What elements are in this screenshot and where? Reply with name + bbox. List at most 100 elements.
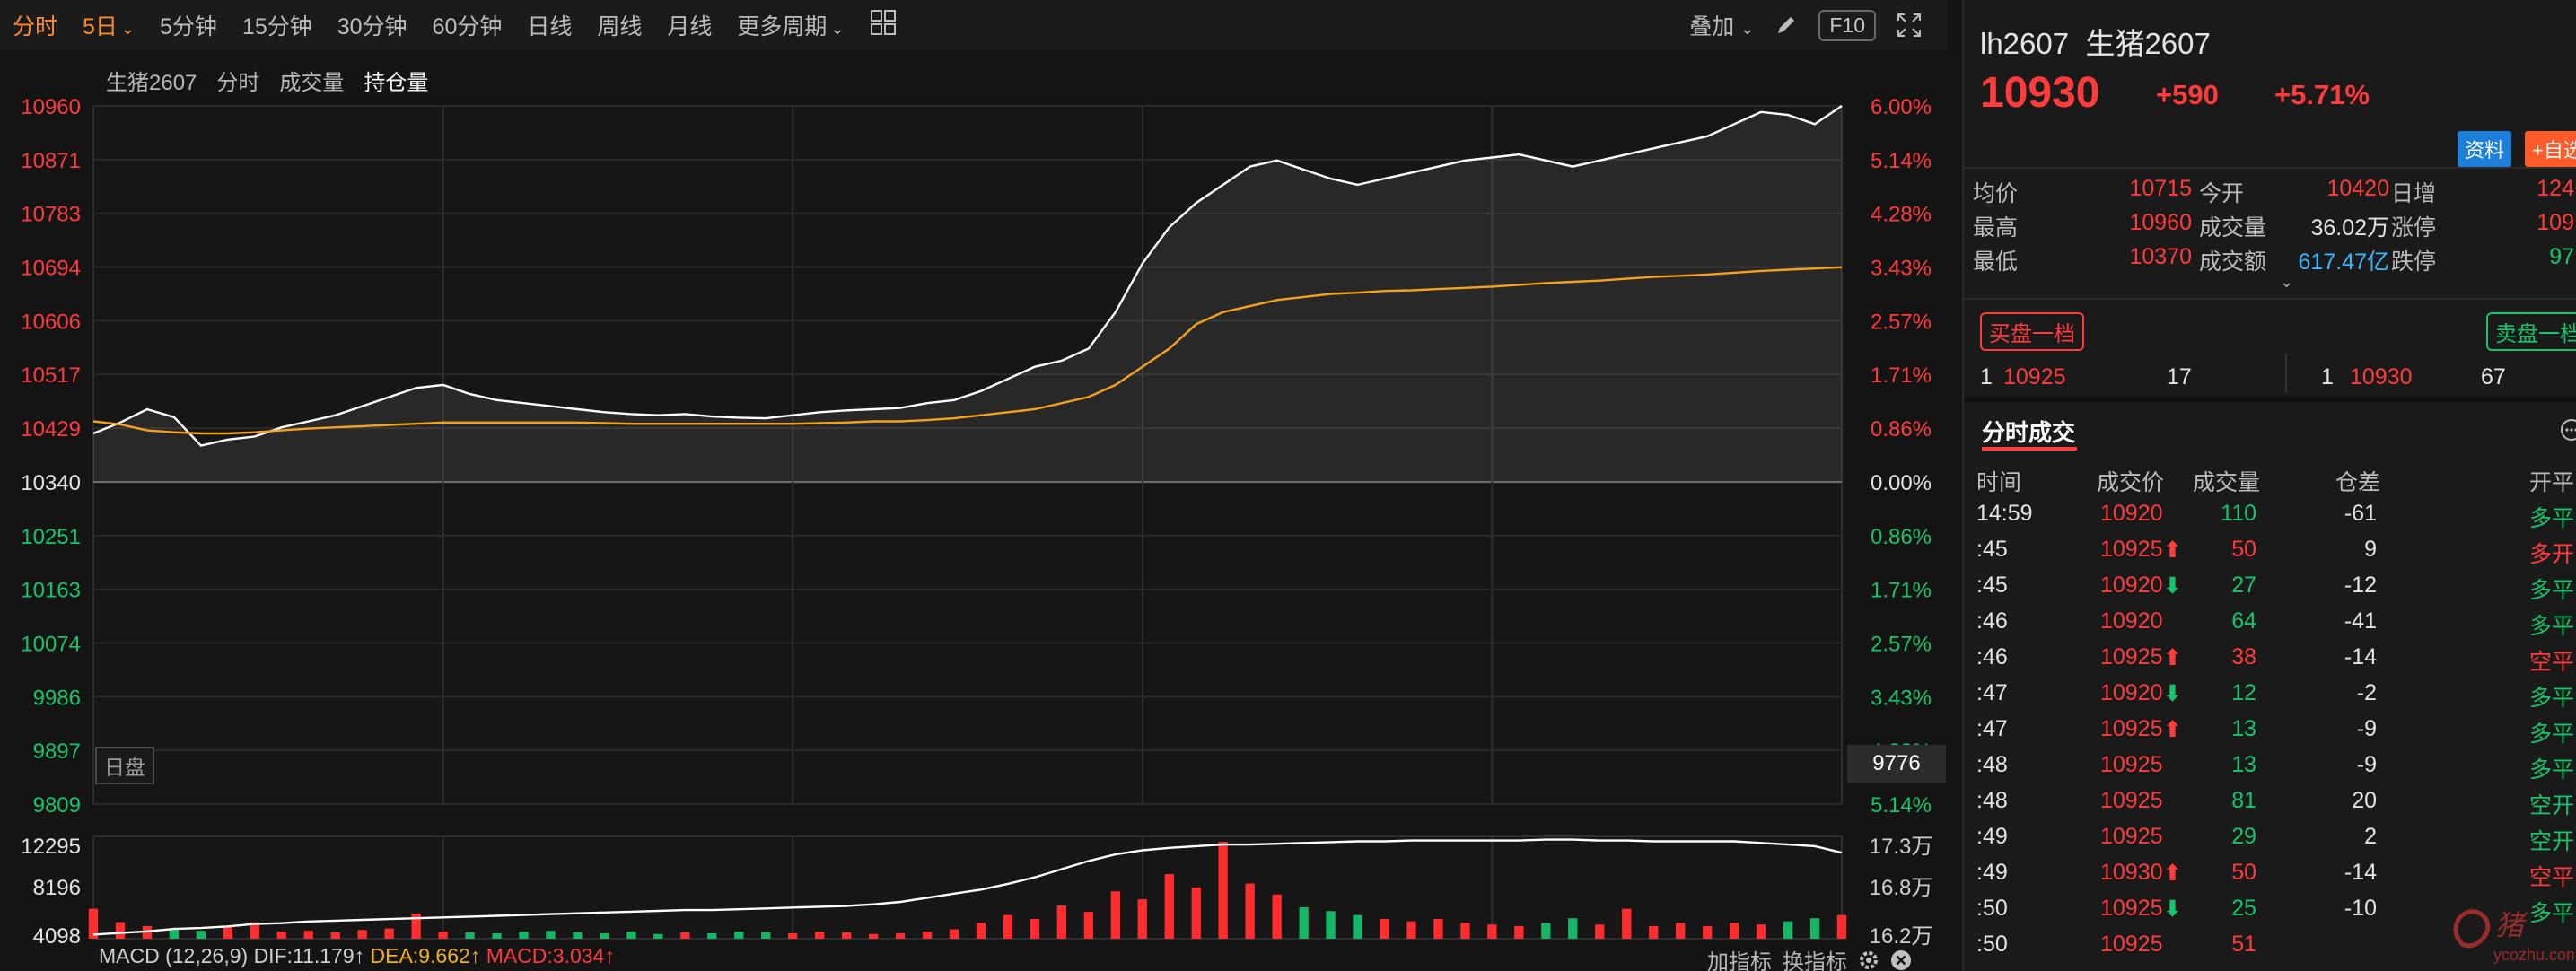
period-tab[interactable]: 30分钟 (325, 9, 420, 41)
period-tab-label: 日线 (527, 14, 573, 39)
ticks-column-header: 开平 (2529, 470, 2575, 495)
chart-area[interactable]: 生猪2607 分时 成交量 持仓量 10960 6.00% 10871 5.14% 10783… (0, 50, 1948, 971)
tick-time: :48 (1976, 788, 2008, 813)
volume-bar (868, 933, 879, 939)
gear-icon[interactable] (1858, 949, 1879, 971)
volume-axis-label: 8196 (33, 876, 81, 900)
period-tab-label: 60分钟 (432, 14, 503, 39)
bid-level-label: 买盘一档 (1980, 312, 2084, 351)
tick-volume: 50 (2231, 537, 2256, 562)
current-price-tag: 9776 (1847, 745, 1946, 783)
price-axis-label: 10694 (21, 257, 81, 281)
stat-label: 跌停 (2391, 249, 2437, 275)
intraday-chart[interactable]: 10960 6.00% 10871 5.14% 10783 4.28% 10694 3.43%… (0, 50, 1948, 971)
tick-price: 10925 (2100, 932, 2163, 957)
period-tab[interactable]: 月线 (654, 9, 724, 41)
volume-bar (573, 932, 583, 939)
macd-readout: MACD (12,26,9) DIF:11.179↑ DEA:9.662↑ MA… (99, 944, 615, 967)
tick-oi-change: -10 (2344, 896, 2377, 921)
quote-stats: 均价 10715 今开 10420 日增 124 最高 10960 成交量 36.02万 涨停 109… (1964, 167, 2576, 275)
volume-bar (1245, 883, 1255, 939)
volume-bar (895, 932, 906, 939)
legend-item[interactable]: 成交量 (279, 71, 345, 95)
period-tab-label: 5分钟 (160, 14, 217, 39)
ask-price: 10930 (2350, 364, 2413, 389)
switch-indicator-button[interactable]: 换指标 (1783, 950, 1847, 971)
stat-value: 10370 (2129, 244, 2192, 269)
volume-bar (1326, 911, 1336, 939)
tick-time: :49 (1976, 824, 2008, 849)
volume-bar (788, 932, 798, 939)
arrow-down-icon: ⬇ (2163, 897, 2182, 922)
tick-row: 14:59 10920 110 -61 多平 (1964, 495, 2576, 531)
volume-bar (169, 929, 179, 939)
price-axis-label: 10251 (21, 525, 81, 549)
tick-row: :49 10925 29 2 空开 (1964, 818, 2576, 854)
pencil-icon[interactable] (1774, 13, 1799, 38)
price-axis-label: 10429 (21, 417, 81, 442)
price-axis-label: 10163 (21, 579, 81, 603)
quote-panel: lh2607 生猪2607 10930 +590 +5.71% 资料 +自选 均… (1962, 0, 2576, 971)
open-interest-line (92, 838, 1843, 936)
period-tab[interactable]: 15分钟 (230, 9, 325, 41)
pct-axis-label: 3.43% (1871, 686, 1932, 710)
order-book: 买盘一档 卖盘一档 1 10925 17 1 10930 67 (1964, 298, 2576, 397)
tick-volume: 13 (2231, 752, 2256, 777)
period-tab[interactable]: 60分钟 (420, 9, 515, 41)
tick-oi-change: -61 (2344, 501, 2377, 526)
chart-legend: 生猪2607 分时 成交量 持仓量 (106, 65, 428, 96)
legend-item[interactable]: 分时 (216, 71, 260, 95)
legend-item[interactable]: 生猪2607 (106, 71, 197, 95)
tick-price: 10925 (2100, 537, 2163, 562)
expand-chevron-icon[interactable]: ⌄ (2280, 273, 2294, 291)
tick-row: :49 10930 ⬆ 50 -14 空平 (1964, 854, 2576, 890)
volume-bar (842, 932, 852, 939)
order-book-divider (2285, 354, 2287, 393)
arrow-up-icon: ⬆ (2163, 538, 2182, 563)
expand-icon[interactable] (1896, 12, 1923, 39)
oi-axis-label: 16.2万 (1870, 924, 1933, 949)
period-tab[interactable]: 分时 (0, 9, 70, 41)
grid-icon[interactable] (857, 9, 909, 42)
tick-oi-change: -9 (2356, 752, 2377, 777)
overlay-dropdown[interactable]: 叠加 ⌄ (1689, 9, 1754, 41)
tick-price: 10920 (2100, 608, 2163, 634)
volume-bar (196, 931, 206, 939)
contract-name: 生猪2607 (2085, 27, 2211, 60)
tick-type: 空开 (2529, 829, 2575, 854)
period-tab[interactable]: 更多周期 ⌄ (724, 9, 856, 41)
stat-label: 最低 (1973, 249, 2019, 275)
volume-bar (1164, 874, 1174, 939)
add-watchlist-button[interactable]: +自选 (2525, 131, 2576, 167)
add-indicator-button[interactable]: 加指标 (1707, 950, 1772, 971)
contract-code: lh2607 (1980, 27, 2070, 60)
period-tab[interactable]: 5分钟 (147, 9, 230, 41)
more-icon[interactable] (2560, 418, 2576, 442)
tick-time: :48 (1976, 752, 2008, 777)
tick-price: 10920 (2100, 573, 2163, 598)
period-tab[interactable]: 日线 (514, 9, 584, 41)
period-tab[interactable]: 5日 ⌄ (70, 9, 147, 41)
tick-type: 空平 (2529, 865, 2575, 890)
time-and-sales-tab[interactable]: 分时成交 (1982, 419, 2076, 446)
tick-volume: 51 (2231, 932, 2256, 957)
ticks-header: 时间 成交价 成交量 仓差 开平 (1964, 459, 2576, 495)
pct-axis-label: 5.14% (1871, 149, 1932, 173)
volume-bar (1003, 914, 1013, 939)
f10-button[interactable]: F10 (1818, 9, 1876, 41)
svg-text:猪: 猪 (2495, 909, 2528, 941)
period-tab[interactable]: 周线 (584, 9, 654, 41)
tick-oi-change: -9 (2356, 716, 2377, 741)
tick-type: 多平 (2529, 578, 2575, 603)
volume-bar (250, 922, 259, 939)
stat-value: 10420 (2326, 176, 2389, 201)
tick-type: 多平 (2529, 614, 2575, 639)
tick-type: 多平 (2529, 901, 2575, 926)
tick-volume: 27 (2231, 573, 2256, 598)
legend-item[interactable]: 持仓量 (364, 71, 429, 95)
info-button[interactable]: 资料 (2458, 131, 2512, 167)
price-axis-label: 9897 (33, 739, 81, 764)
tick-row: :46 10920 64 -41 多平 (1964, 603, 2576, 639)
tick-volume: 13 (2231, 716, 2256, 741)
close-icon[interactable] (1890, 949, 1912, 971)
